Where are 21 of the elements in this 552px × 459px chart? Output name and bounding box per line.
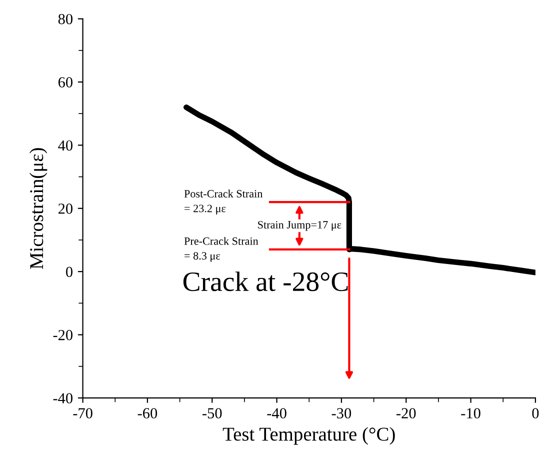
y-axis-title: Microstrain(με) bbox=[30, 148, 48, 269]
x-axis-title: Test Temperature (°C) bbox=[222, 427, 395, 445]
x-tick-label: -40 bbox=[267, 408, 286, 418]
annotation: Post-Crack Strain = 23.2 με bbox=[184, 190, 263, 214]
y-tick-label: 80 bbox=[58, 14, 72, 24]
y-tick-label: 20 bbox=[58, 204, 72, 214]
annotation: Pre-Crack Strain = 8.3 με bbox=[184, 237, 258, 262]
x-tick-label: -50 bbox=[202, 408, 222, 418]
x-tick-label: -60 bbox=[138, 408, 158, 418]
x-tick-label: -70 bbox=[73, 408, 92, 418]
y-tick-label: -20 bbox=[53, 330, 72, 340]
x-tick-label: -20 bbox=[396, 408, 416, 418]
x-tick-label: -10 bbox=[461, 408, 480, 418]
x-tick-label: -30 bbox=[332, 408, 352, 418]
annotation: Strain Jump=17 με bbox=[258, 221, 342, 231]
y-tick-label: -40 bbox=[53, 393, 72, 404]
y-tick-label: 0 bbox=[66, 266, 72, 278]
x-tick-label: 0 bbox=[532, 408, 539, 418]
annotation: Crack at -28°C bbox=[183, 272, 348, 292]
y-tick-label: 60 bbox=[58, 77, 72, 88]
y-tick-label: 40 bbox=[58, 140, 72, 151]
